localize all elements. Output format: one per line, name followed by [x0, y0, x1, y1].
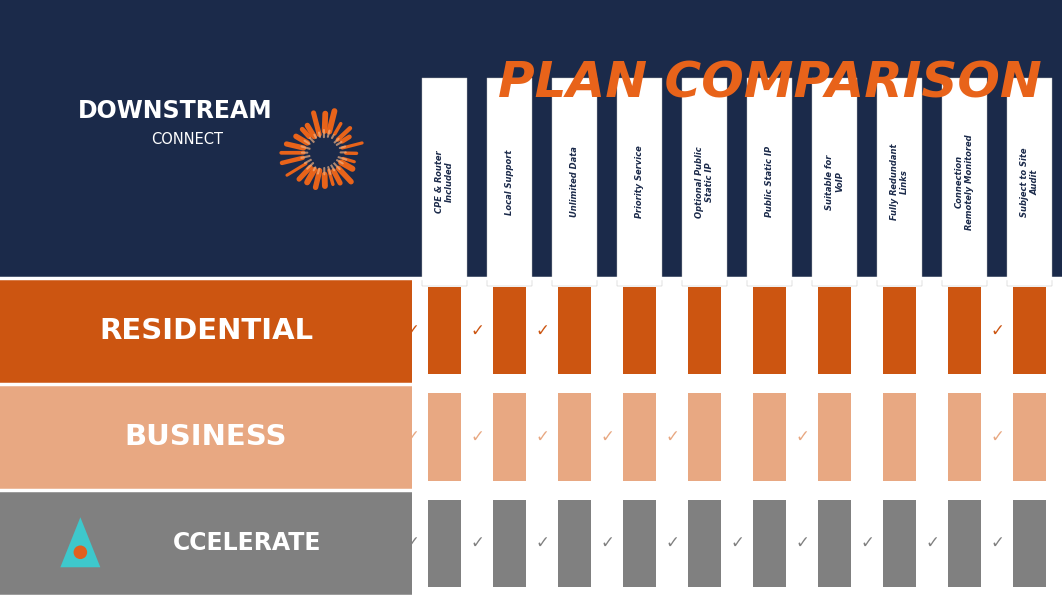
Text: PLAN COMPARISON: PLAN COMPARISON	[498, 59, 1042, 107]
Text: ✓: ✓	[860, 534, 874, 552]
Text: ✓: ✓	[535, 428, 549, 446]
Text: ✓: ✓	[470, 428, 484, 446]
Bar	[622, 287, 656, 374]
Bar	[428, 287, 462, 374]
Bar	[0, 278, 412, 384]
Bar	[687, 287, 721, 374]
Bar	[493, 393, 527, 481]
Text: ✓: ✓	[470, 322, 484, 340]
Text: ✓: ✓	[730, 534, 744, 552]
Bar	[1012, 287, 1046, 374]
Bar	[493, 500, 527, 587]
Bar	[812, 78, 857, 286]
Bar	[1012, 393, 1046, 481]
Bar	[552, 78, 597, 286]
Bar	[1012, 500, 1046, 587]
Bar	[0, 384, 412, 490]
Bar	[558, 393, 592, 481]
Bar	[622, 393, 656, 481]
Text: CONNECT: CONNECT	[151, 131, 223, 146]
Text: RESIDENTIAL: RESIDENTIAL	[99, 317, 313, 344]
Text: ✓: ✓	[990, 322, 1004, 340]
Bar	[1008, 78, 1051, 286]
Text: Subject to Site
Audit: Subject to Site Audit	[1020, 147, 1040, 217]
Bar	[487, 78, 532, 286]
Text: Local Support: Local Support	[506, 149, 514, 214]
Bar	[428, 393, 462, 481]
Text: Optional Public
Static IP: Optional Public Static IP	[695, 146, 715, 218]
Bar	[558, 500, 592, 587]
Text: ✓: ✓	[600, 534, 614, 552]
Text: Unlimited Data: Unlimited Data	[570, 146, 579, 217]
Text: ✓: ✓	[990, 428, 1004, 446]
Polygon shape	[61, 517, 100, 567]
Bar	[883, 287, 917, 374]
Bar	[423, 78, 466, 286]
Bar	[753, 500, 787, 587]
Bar	[0, 490, 412, 596]
Text: ✓: ✓	[665, 534, 679, 552]
Bar	[818, 500, 852, 587]
Text: ✓: ✓	[665, 428, 679, 446]
Text: ✓: ✓	[795, 534, 809, 552]
Text: Public Static IP: Public Static IP	[765, 146, 774, 217]
Text: ✓: ✓	[405, 428, 419, 446]
Bar	[687, 393, 721, 481]
Text: ✓: ✓	[990, 534, 1004, 552]
Text: ✓: ✓	[795, 428, 809, 446]
Text: CPE & Router
Included: CPE & Router Included	[434, 150, 455, 213]
Text: ✓: ✓	[600, 428, 614, 446]
Bar	[622, 500, 656, 587]
Bar	[883, 393, 917, 481]
Text: ✓: ✓	[925, 534, 939, 552]
Text: DOWNSTREAM: DOWNSTREAM	[78, 99, 273, 123]
Bar	[883, 500, 917, 587]
Bar	[877, 78, 922, 286]
Circle shape	[73, 546, 87, 559]
Bar	[947, 393, 981, 481]
Bar	[0, 0, 1062, 278]
Text: Connection
Remotely Monitored: Connection Remotely Monitored	[955, 134, 974, 230]
Text: ✓: ✓	[405, 534, 419, 552]
Bar	[942, 78, 987, 286]
Text: ✓: ✓	[535, 534, 549, 552]
Text: BUSINESS: BUSINESS	[124, 423, 288, 451]
Bar	[687, 500, 721, 587]
Text: Fully Redundant
Links: Fully Redundant Links	[890, 144, 909, 220]
Bar	[683, 78, 726, 286]
Bar	[753, 287, 787, 374]
Bar	[947, 500, 981, 587]
Text: ✓: ✓	[470, 534, 484, 552]
Bar	[818, 393, 852, 481]
Bar	[947, 287, 981, 374]
Text: CCELERATE: CCELERATE	[173, 531, 322, 555]
Text: Priority Service: Priority Service	[635, 146, 644, 219]
Bar	[818, 287, 852, 374]
Bar	[753, 393, 787, 481]
Circle shape	[310, 139, 338, 167]
Text: ✓: ✓	[535, 322, 549, 340]
Text: ✓: ✓	[405, 322, 419, 340]
Text: Suitable for
VoIP: Suitable for VoIP	[825, 154, 844, 210]
Bar	[428, 500, 462, 587]
Bar	[558, 287, 592, 374]
Bar	[493, 287, 527, 374]
Bar	[748, 78, 791, 286]
Bar	[617, 78, 662, 286]
